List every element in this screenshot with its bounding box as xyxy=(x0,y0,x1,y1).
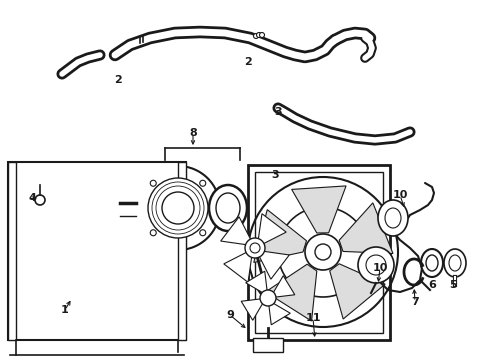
Text: 1: 1 xyxy=(61,305,69,315)
Polygon shape xyxy=(220,217,251,245)
Text: 4: 4 xyxy=(28,193,36,203)
Circle shape xyxy=(260,32,265,37)
Circle shape xyxy=(136,166,220,250)
Circle shape xyxy=(260,290,276,306)
Text: 3: 3 xyxy=(271,170,279,180)
Circle shape xyxy=(150,180,156,186)
Bar xyxy=(8,162,186,340)
Text: 6: 6 xyxy=(428,280,436,290)
Polygon shape xyxy=(224,252,252,282)
Text: 11: 11 xyxy=(305,313,321,323)
Circle shape xyxy=(253,33,259,39)
Text: 7: 7 xyxy=(411,297,419,307)
Polygon shape xyxy=(254,210,306,262)
Polygon shape xyxy=(258,214,286,244)
Polygon shape xyxy=(330,264,385,319)
Polygon shape xyxy=(339,203,393,253)
Circle shape xyxy=(366,255,386,275)
Text: 2: 2 xyxy=(114,75,122,85)
Polygon shape xyxy=(241,299,263,320)
Polygon shape xyxy=(292,186,346,233)
Circle shape xyxy=(250,243,260,253)
Bar xyxy=(178,162,186,340)
Ellipse shape xyxy=(385,208,401,228)
Circle shape xyxy=(150,230,156,236)
Ellipse shape xyxy=(421,249,443,277)
Circle shape xyxy=(148,178,208,238)
Circle shape xyxy=(162,192,194,224)
Polygon shape xyxy=(259,251,289,279)
Text: 5: 5 xyxy=(449,280,457,290)
Circle shape xyxy=(200,180,206,186)
Text: 10: 10 xyxy=(372,263,388,273)
Bar xyxy=(8,162,16,340)
Polygon shape xyxy=(245,271,267,293)
Circle shape xyxy=(245,238,265,258)
Ellipse shape xyxy=(216,193,240,223)
Text: 9: 9 xyxy=(226,310,234,320)
Polygon shape xyxy=(266,264,317,321)
Text: 3: 3 xyxy=(274,107,282,117)
Circle shape xyxy=(35,195,45,205)
Ellipse shape xyxy=(449,255,461,271)
Ellipse shape xyxy=(378,200,408,236)
Polygon shape xyxy=(273,276,295,297)
Ellipse shape xyxy=(209,185,247,231)
Circle shape xyxy=(358,247,394,283)
Circle shape xyxy=(315,244,331,260)
Circle shape xyxy=(256,32,262,37)
Circle shape xyxy=(200,230,206,236)
Text: 8: 8 xyxy=(189,128,197,138)
Circle shape xyxy=(305,234,341,270)
Polygon shape xyxy=(269,303,290,325)
Text: 2: 2 xyxy=(244,57,252,67)
Ellipse shape xyxy=(444,249,466,277)
Polygon shape xyxy=(248,165,390,340)
Bar xyxy=(253,338,283,352)
Text: 10: 10 xyxy=(392,190,408,200)
